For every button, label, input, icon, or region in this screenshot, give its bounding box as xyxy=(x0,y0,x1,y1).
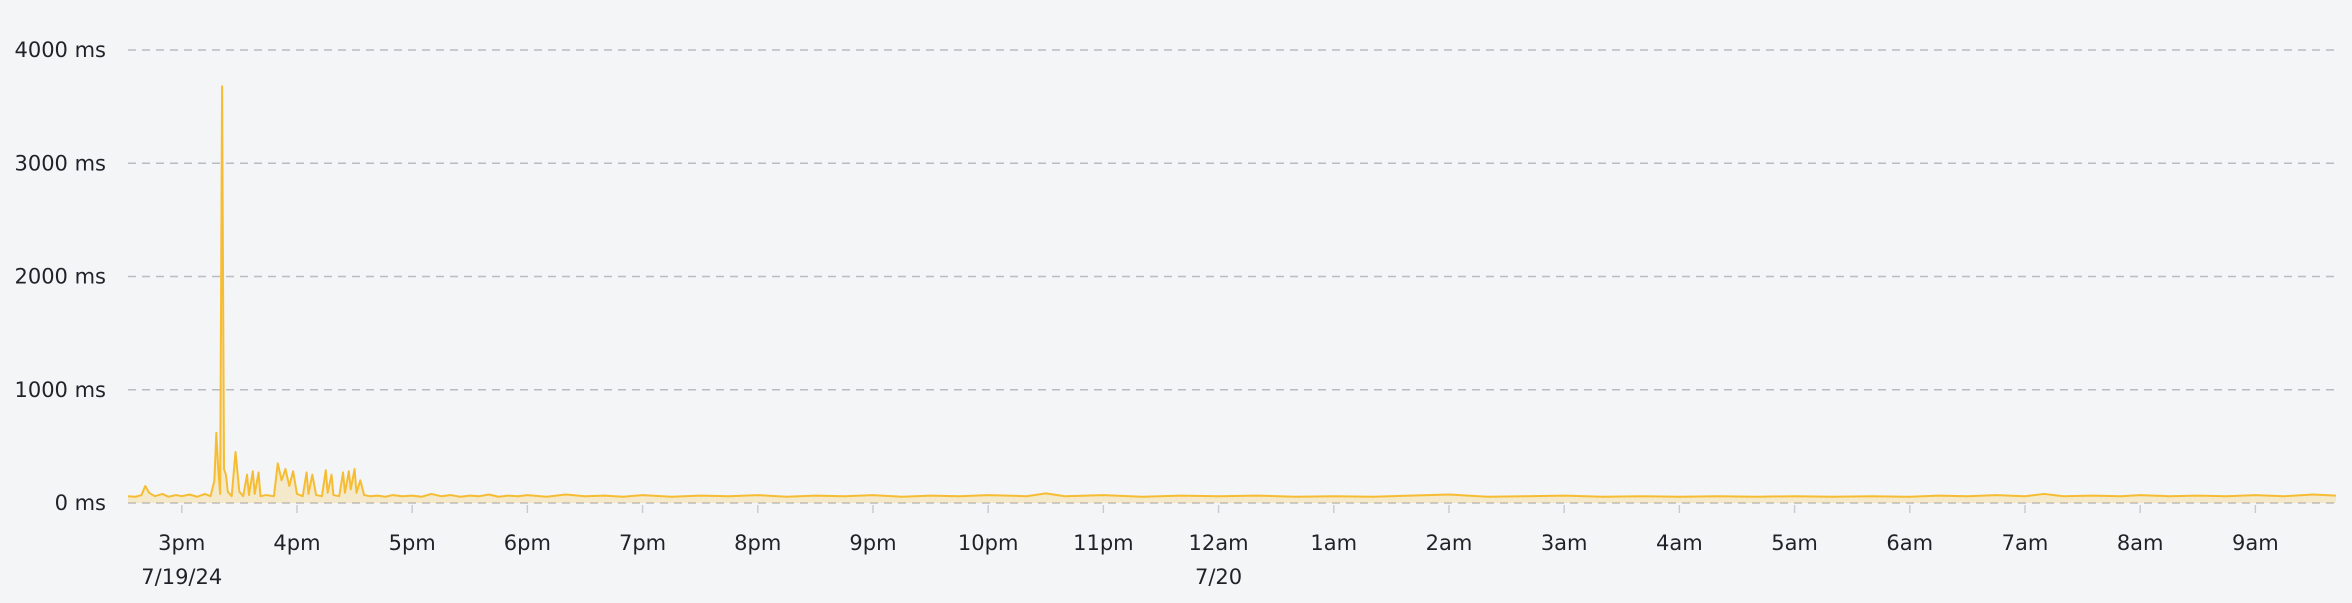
y-tick-label: 0 ms xyxy=(55,491,106,515)
x-tick-label: 6pm xyxy=(504,531,551,555)
x-tick-label: 3am xyxy=(1541,531,1588,555)
series-line xyxy=(127,85,2337,498)
y-axis: 0 ms 1000 ms 2000 ms 3000 ms 4000 ms xyxy=(14,38,106,515)
x-tick-date-label: 7/19/24 xyxy=(141,565,222,589)
x-tick-label: 5am xyxy=(1771,531,1818,555)
x-tick-label: 9pm xyxy=(849,531,896,555)
x-tick-label: 4pm xyxy=(273,531,320,555)
x-axis: 3pm 7/19/24 4pm 5pm 6pm 7pm 8pm 9pm 10pm 11pm 12am… xyxy=(141,505,2279,589)
x-tick-label: 7pm xyxy=(619,531,666,555)
x-tick-label: 6am xyxy=(1886,531,1933,555)
y-tick-label: 1000 ms xyxy=(14,378,106,402)
x-tick-label: 4am xyxy=(1656,531,1703,555)
x-tick-label: 8am xyxy=(2117,531,2164,555)
grid-lines xyxy=(128,49,2336,504)
x-tick-label: 5pm xyxy=(389,531,436,555)
x-tick-label: 7am xyxy=(2002,531,2049,555)
series-area xyxy=(127,85,2337,504)
x-tick-date-label: 7/20 xyxy=(1195,565,1242,589)
y-tick-label: 4000 ms xyxy=(14,38,106,62)
series-area-fill xyxy=(128,86,2336,504)
x-tick-label: 11pm xyxy=(1073,531,1134,555)
x-tick-label: 1am xyxy=(1310,531,1357,555)
x-tick-label: 12am xyxy=(1189,531,1249,555)
y-tick-label: 2000 ms xyxy=(14,265,106,289)
x-tick-label: 8pm xyxy=(734,531,781,555)
x-tick-label: 3pm xyxy=(158,531,205,555)
y-tick-label: 3000 ms xyxy=(14,151,106,175)
x-tick-label: 9am xyxy=(2232,531,2279,555)
x-tick-label: 10pm xyxy=(958,531,1019,555)
x-tick-label: 2am xyxy=(1426,531,1473,555)
